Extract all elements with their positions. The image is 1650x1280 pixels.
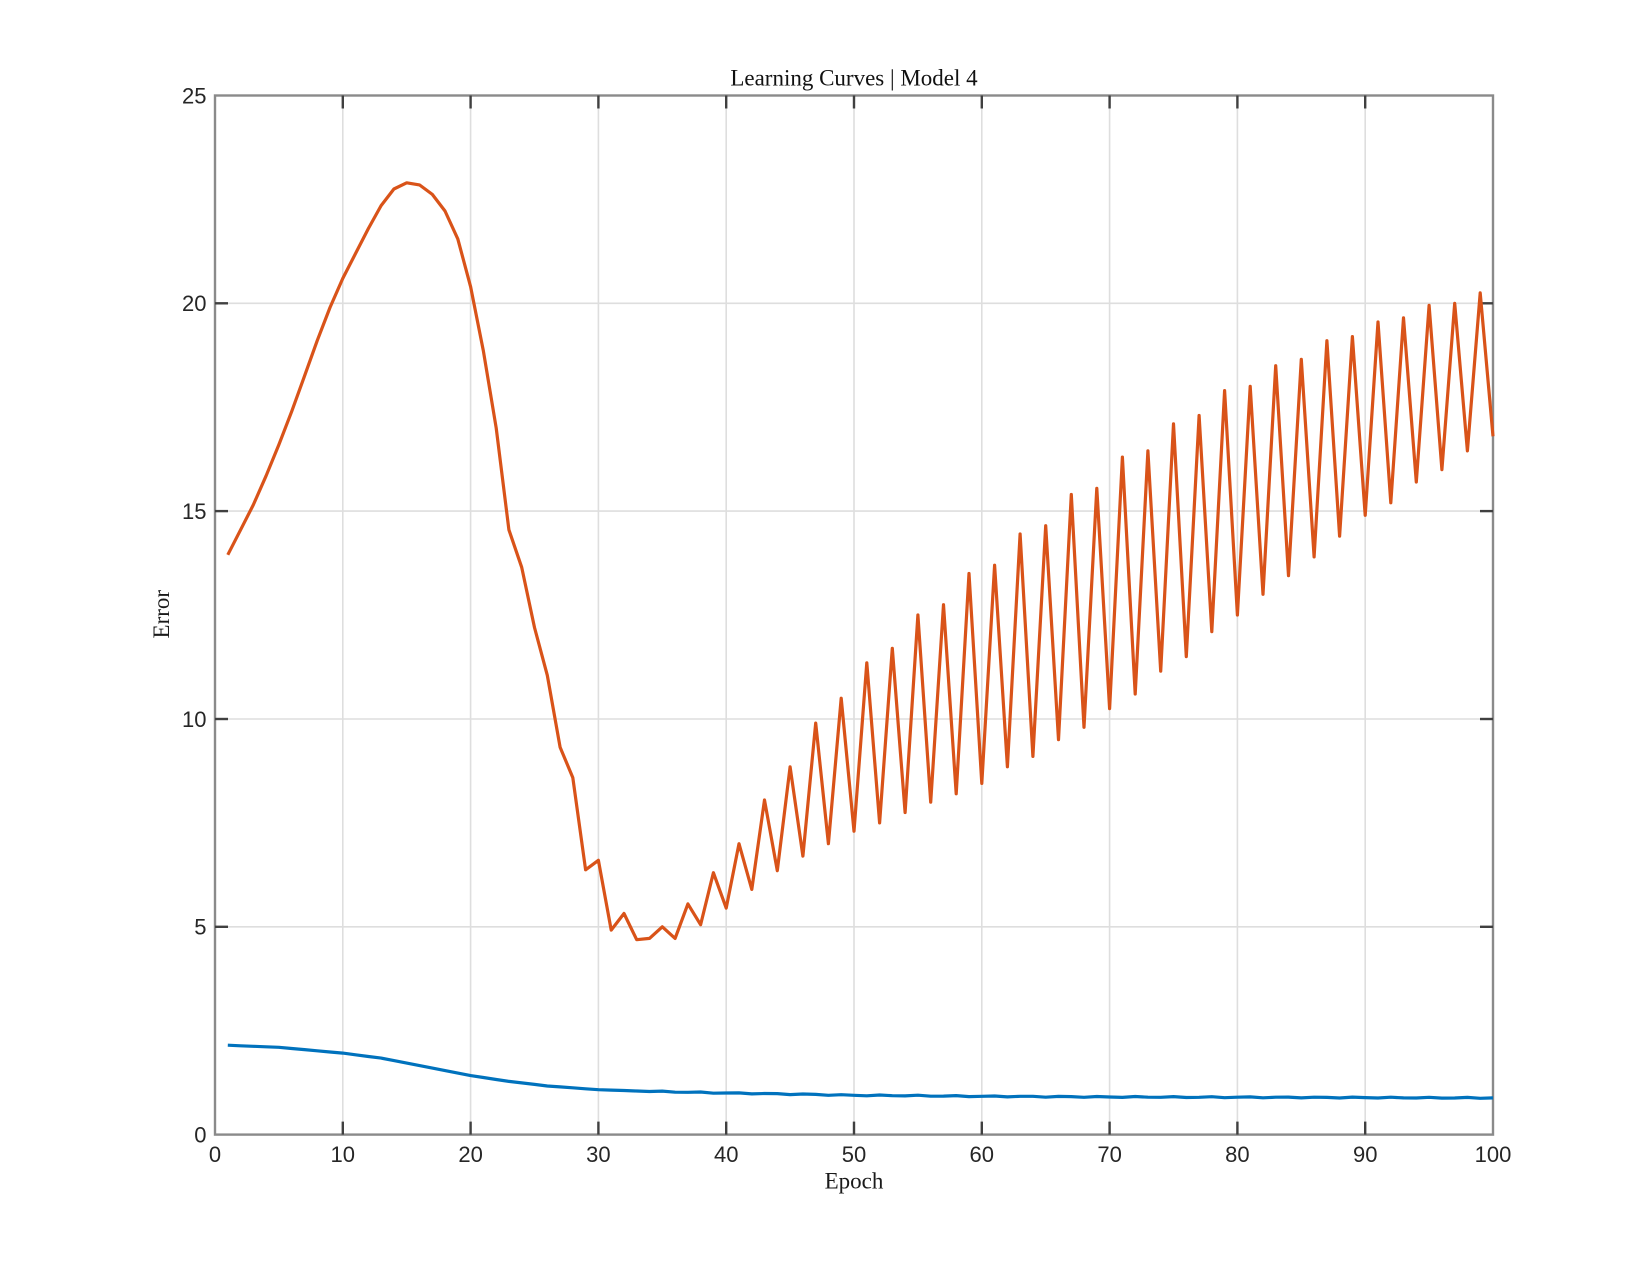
svg-text:70: 70 [1097,1142,1121,1167]
svg-text:20: 20 [458,1142,482,1167]
svg-text:25: 25 [182,83,206,108]
svg-text:40: 40 [714,1142,738,1167]
svg-text:20: 20 [182,291,206,316]
svg-text:80: 80 [1225,1142,1249,1167]
svg-text:5: 5 [194,915,206,940]
svg-text:15: 15 [182,499,206,524]
svg-text:0: 0 [194,1122,206,1147]
svg-text:10: 10 [331,1142,355,1167]
svg-text:0: 0 [209,1142,221,1167]
svg-text:Epoch: Epoch [825,1168,884,1193]
svg-text:10: 10 [182,707,206,732]
svg-text:Error: Error [149,590,174,639]
svg-text:Learning Curves | Model 4: Learning Curves | Model 4 [730,65,978,90]
svg-text:90: 90 [1353,1142,1377,1167]
svg-text:50: 50 [842,1142,866,1167]
svg-text:100: 100 [1475,1142,1512,1167]
svg-text:60: 60 [970,1142,994,1167]
svg-text:30: 30 [586,1142,610,1167]
